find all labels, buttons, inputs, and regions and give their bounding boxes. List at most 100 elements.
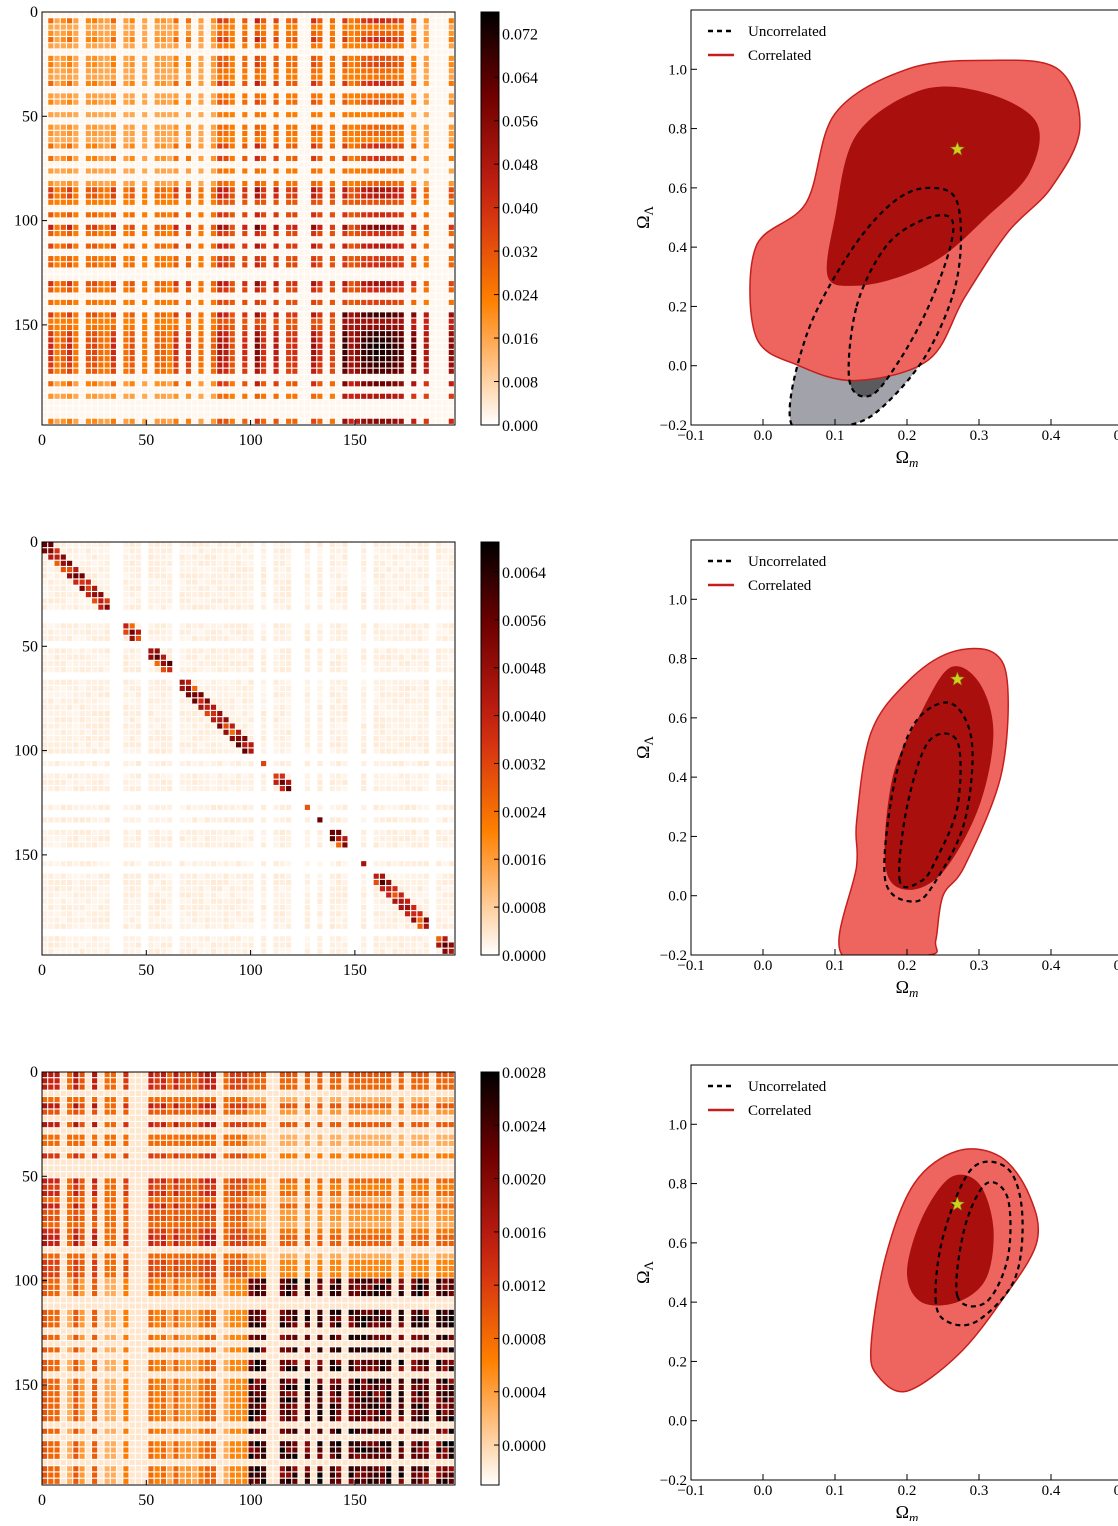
matrix-cell — [424, 125, 429, 130]
matrix-cell — [61, 18, 66, 23]
matrix-cell — [386, 281, 391, 286]
matrix-cell — [267, 37, 272, 42]
matrix-cell — [67, 419, 72, 424]
matrix-cell — [442, 250, 447, 255]
matrix-cell — [205, 586, 210, 591]
matrix-cell — [161, 287, 166, 292]
matrix-cell — [180, 250, 185, 255]
matrix-cell — [255, 150, 260, 155]
matrix-cell — [123, 356, 128, 361]
matrix-cell — [155, 387, 160, 392]
matrix-cell — [361, 555, 366, 560]
matrix-cell — [380, 12, 385, 17]
matrix-cell — [380, 300, 385, 305]
matrix-cell — [48, 200, 53, 205]
matrix-cell — [111, 548, 116, 553]
matrix-cell — [105, 37, 110, 42]
matrix-cell — [280, 300, 285, 305]
matrix-cell — [42, 580, 47, 585]
matrix-cell — [411, 93, 416, 98]
matrix-cell — [292, 256, 297, 261]
matrix-cell — [449, 369, 454, 374]
matrix-cell — [80, 412, 85, 417]
matrix-cell — [399, 561, 404, 566]
matrix-cell — [274, 156, 279, 161]
matrix-cell — [230, 181, 235, 186]
matrix-cell — [192, 175, 197, 180]
matrix-cell — [449, 406, 454, 411]
matrix-cell — [148, 156, 153, 161]
matrix-cell — [123, 50, 128, 55]
matrix-cell — [198, 162, 203, 167]
matrix-cell — [86, 312, 91, 317]
matrix-cell — [136, 281, 141, 286]
matrix-cell — [180, 586, 185, 591]
matrix-cell — [98, 561, 103, 566]
matrix-cell — [48, 369, 53, 374]
matrix-cell — [311, 281, 316, 286]
matrix-cell — [386, 212, 391, 217]
matrix-cell — [155, 406, 160, 411]
matrix-cell — [86, 62, 91, 67]
matrix-cell — [73, 18, 78, 23]
matrix-cell — [142, 212, 147, 217]
matrix-cell — [442, 112, 447, 117]
matrix-cell — [136, 31, 141, 36]
matrix-cell — [123, 300, 128, 305]
matrix-cell — [317, 287, 322, 292]
matrix-cell — [242, 125, 247, 130]
matrix-cell — [405, 244, 410, 249]
matrix-cell — [236, 306, 241, 311]
y-tick-label: 0.2 — [668, 299, 687, 315]
matrix-cell — [342, 419, 347, 424]
matrix-cell — [42, 56, 47, 61]
matrix-cell — [392, 175, 397, 180]
matrix-cell — [292, 137, 297, 142]
matrix-cell — [48, 561, 53, 566]
matrix-cell — [411, 68, 416, 73]
matrix-cell — [355, 237, 360, 242]
matrix-cell — [249, 231, 254, 236]
matrix-cell — [342, 25, 347, 30]
matrix-cell — [374, 350, 379, 355]
matrix-cell — [223, 162, 228, 167]
matrix-cell — [142, 225, 147, 230]
matrix-cell — [205, 106, 210, 111]
matrix-cell — [249, 281, 254, 286]
matrix-cell — [405, 331, 410, 336]
matrix-cell — [86, 162, 91, 167]
matrix-cell — [261, 150, 266, 155]
matrix-cell — [405, 87, 410, 92]
matrix-cell — [349, 287, 354, 292]
matrix-cell — [249, 312, 254, 317]
matrix-cell — [123, 287, 128, 292]
matrix-cell — [355, 362, 360, 367]
matrix-cell — [92, 319, 97, 324]
matrix-cell — [236, 344, 241, 349]
matrix-cell — [123, 37, 128, 42]
matrix-cell — [186, 237, 191, 242]
matrix-cell — [136, 580, 141, 585]
matrix-cell — [336, 237, 341, 242]
matrix-cell — [436, 256, 441, 261]
matrix-cell — [255, 200, 260, 205]
matrix-cell — [374, 100, 379, 105]
matrix-cell — [223, 100, 228, 105]
matrix-cell — [61, 586, 66, 591]
matrix-cell — [342, 37, 347, 42]
matrix-cell — [105, 256, 110, 261]
matrix-cell — [86, 281, 91, 286]
matrix-cell — [299, 580, 304, 585]
matrix-cell — [305, 256, 310, 261]
matrix-cell — [80, 31, 85, 36]
matrix-cell — [117, 337, 122, 342]
matrix-cell — [167, 400, 172, 405]
matrix-cell — [380, 573, 385, 578]
matrix-cell — [374, 187, 379, 192]
matrix-cell — [299, 344, 304, 349]
matrix-cell — [411, 542, 416, 547]
matrix-cell — [449, 412, 454, 417]
matrix-cell — [286, 586, 291, 591]
matrix-cell — [198, 18, 203, 23]
matrix-cell — [255, 68, 260, 73]
